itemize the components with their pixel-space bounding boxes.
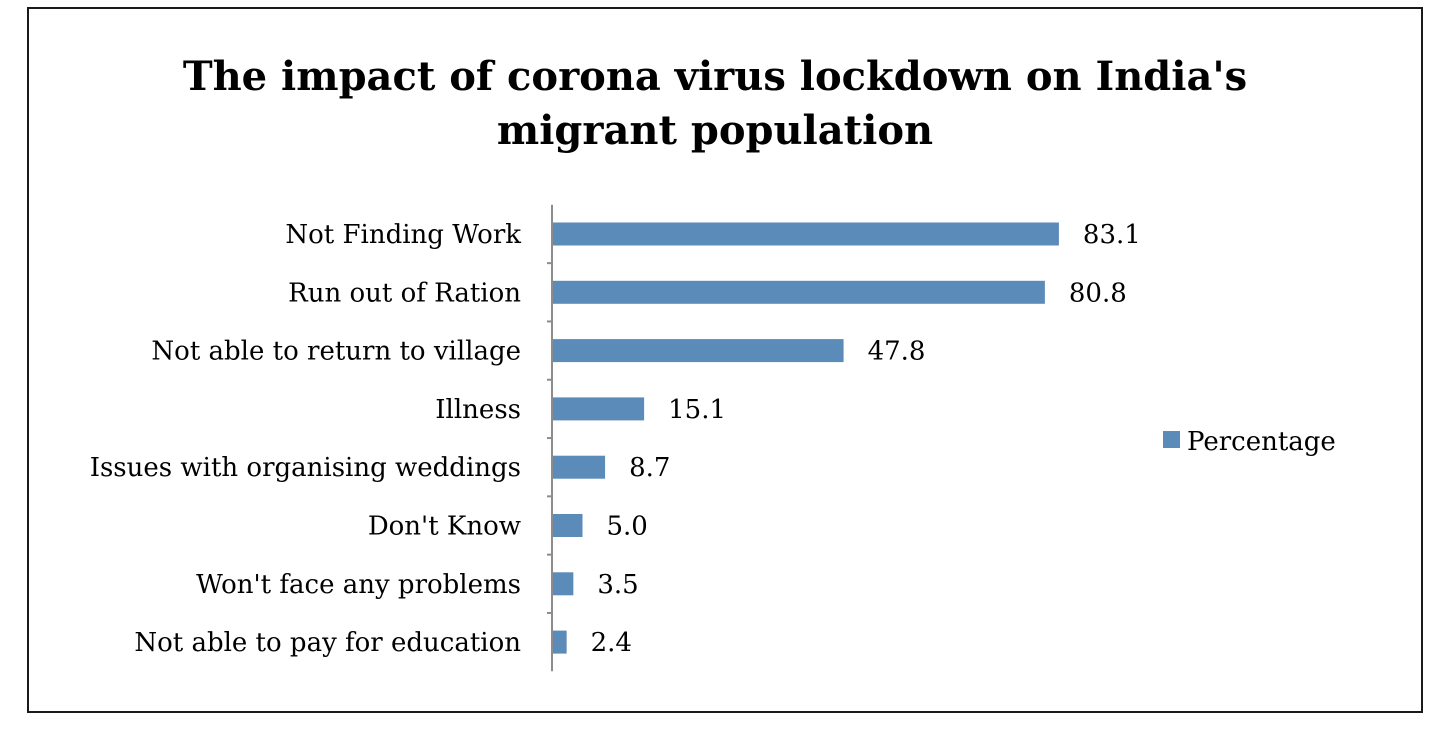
data-label: 2.4: [591, 628, 632, 658]
category-label: Not able to pay for education: [134, 628, 521, 658]
data-label: 5.0: [607, 512, 648, 542]
bar: [552, 630, 567, 654]
category-label: Won't face any problems: [196, 570, 521, 600]
data-label: 3.5: [597, 570, 638, 600]
data-label: 83.1: [1083, 220, 1141, 250]
data-label: 47.8: [868, 337, 926, 367]
bar: [552, 222, 1059, 246]
category-label: Illness: [435, 395, 521, 425]
chart-title-line-2: migrant population: [496, 107, 934, 154]
category-label: Not Finding Work: [285, 220, 521, 250]
category-label: Don't Know: [368, 512, 521, 542]
data-label: 8.7: [629, 453, 670, 483]
bar: [552, 280, 1045, 304]
bar: [552, 514, 583, 537]
bar: [552, 397, 645, 421]
category-label: Not able to return to village: [151, 337, 521, 367]
legend-label: Percentage: [1187, 427, 1336, 457]
bar: [552, 572, 574, 596]
data-label: 15.1: [668, 395, 726, 425]
chart-title-line-1: The impact of corona virus lockdown on I…: [182, 53, 1248, 100]
legend-swatch: [1163, 431, 1180, 448]
chart-title: The impact of corona virus lockdown on I…: [0, 50, 1430, 158]
category-label: Issues with organising weddings: [90, 453, 521, 483]
bar: [552, 339, 844, 363]
bar: [552, 455, 606, 479]
category-label: Run out of Ration: [288, 278, 521, 308]
data-label: 80.8: [1069, 278, 1127, 308]
